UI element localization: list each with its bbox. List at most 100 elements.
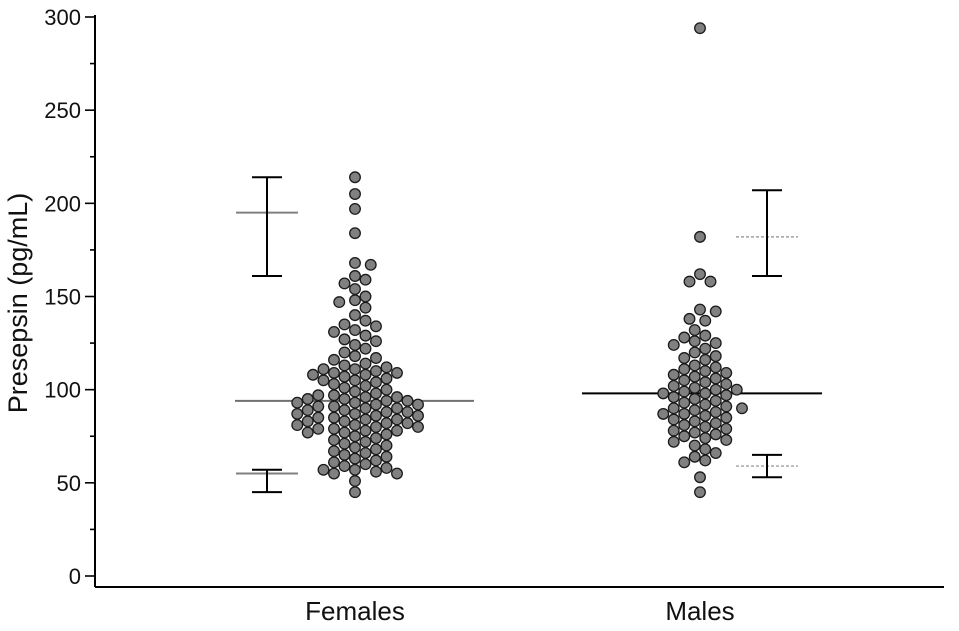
data-point [704,275,717,288]
data-point [370,454,382,467]
data-point [709,428,722,441]
data-point [709,394,722,407]
data-point [678,352,691,364]
data-point [380,461,393,474]
data-point [380,439,393,452]
data-point [312,400,325,413]
data-point [688,393,701,405]
data-point [349,171,361,184]
data-point [709,361,722,374]
data-point [699,342,712,355]
data-point [709,447,722,459]
data-point [349,407,361,420]
data-point [349,463,361,476]
data-point [370,420,382,433]
data-point [391,366,403,379]
y-axis-title: Presepsin (pg/mL) [3,193,33,414]
data-point [338,415,351,428]
data-point [678,396,691,409]
data-point [328,467,340,480]
data-point [359,290,372,303]
data-point [391,467,403,480]
x-labels: Females Males [305,596,735,626]
data-point [349,257,361,269]
data-point [370,352,382,364]
data-point [301,415,314,428]
data-point [401,406,414,418]
data-point [370,387,382,400]
data-point [667,368,680,381]
data-point [359,424,372,437]
data-point [730,383,743,396]
data-point [349,419,361,432]
data-point [709,372,722,385]
y-tick-label: 100 [44,378,81,403]
data-point [391,424,403,437]
data-point [338,460,351,473]
data-point [391,402,403,415]
data-point [359,379,372,392]
y-tick-label: 0 [69,564,81,589]
data-point [688,324,701,336]
data-point [720,366,733,379]
data-point [359,402,372,415]
data-point [720,411,733,424]
data-point [699,365,712,377]
reference-lines [235,176,822,494]
data-point [328,325,340,338]
data-point [301,404,314,417]
data-point [688,426,701,439]
data-point [370,335,382,348]
y-ticks: 0 50 100 150 200 250 300 [44,5,95,589]
data-point [694,471,706,484]
data-point [370,398,382,411]
axes: 0 50 100 150 200 250 300 Females Males Presepsi… [3,5,944,626]
data-point [328,456,340,469]
data-point [312,389,325,402]
data-point [709,305,722,318]
data-point [370,365,382,377]
data-point [370,376,382,389]
data-point [720,389,733,402]
data-point [694,486,706,499]
data-point [699,376,712,389]
data-point [412,409,424,422]
data-point [359,342,372,355]
data-point [657,407,670,420]
x-category-label: Males [665,596,734,626]
data-point [307,368,319,381]
data-point [349,202,361,215]
data-point [317,374,330,387]
data-point [688,346,701,359]
data-point [359,329,372,342]
data-point [328,366,340,379]
data-point [349,294,361,307]
data-point [338,318,351,331]
data-point [694,303,706,316]
data-point [349,270,361,282]
data-point [401,417,414,430]
data-point [338,437,351,450]
data-point [349,374,361,387]
y-tick-label: 250 [44,98,81,123]
y-tick-label: 300 [44,5,81,30]
data-point [667,379,680,392]
data-points [291,22,748,499]
data-point [301,393,314,405]
data-point [328,445,340,458]
data-point [699,432,712,445]
data-point [667,435,680,448]
data-point [338,381,351,394]
x-category-label: Females [305,596,405,626]
data-point [349,396,361,409]
data-point [688,439,701,452]
data-point [359,435,372,448]
data-point [317,463,330,476]
data-point [370,443,382,456]
data-point [688,370,701,383]
data-point [678,407,691,420]
data-point [349,430,361,443]
data-point [412,420,424,433]
data-point [328,378,340,391]
